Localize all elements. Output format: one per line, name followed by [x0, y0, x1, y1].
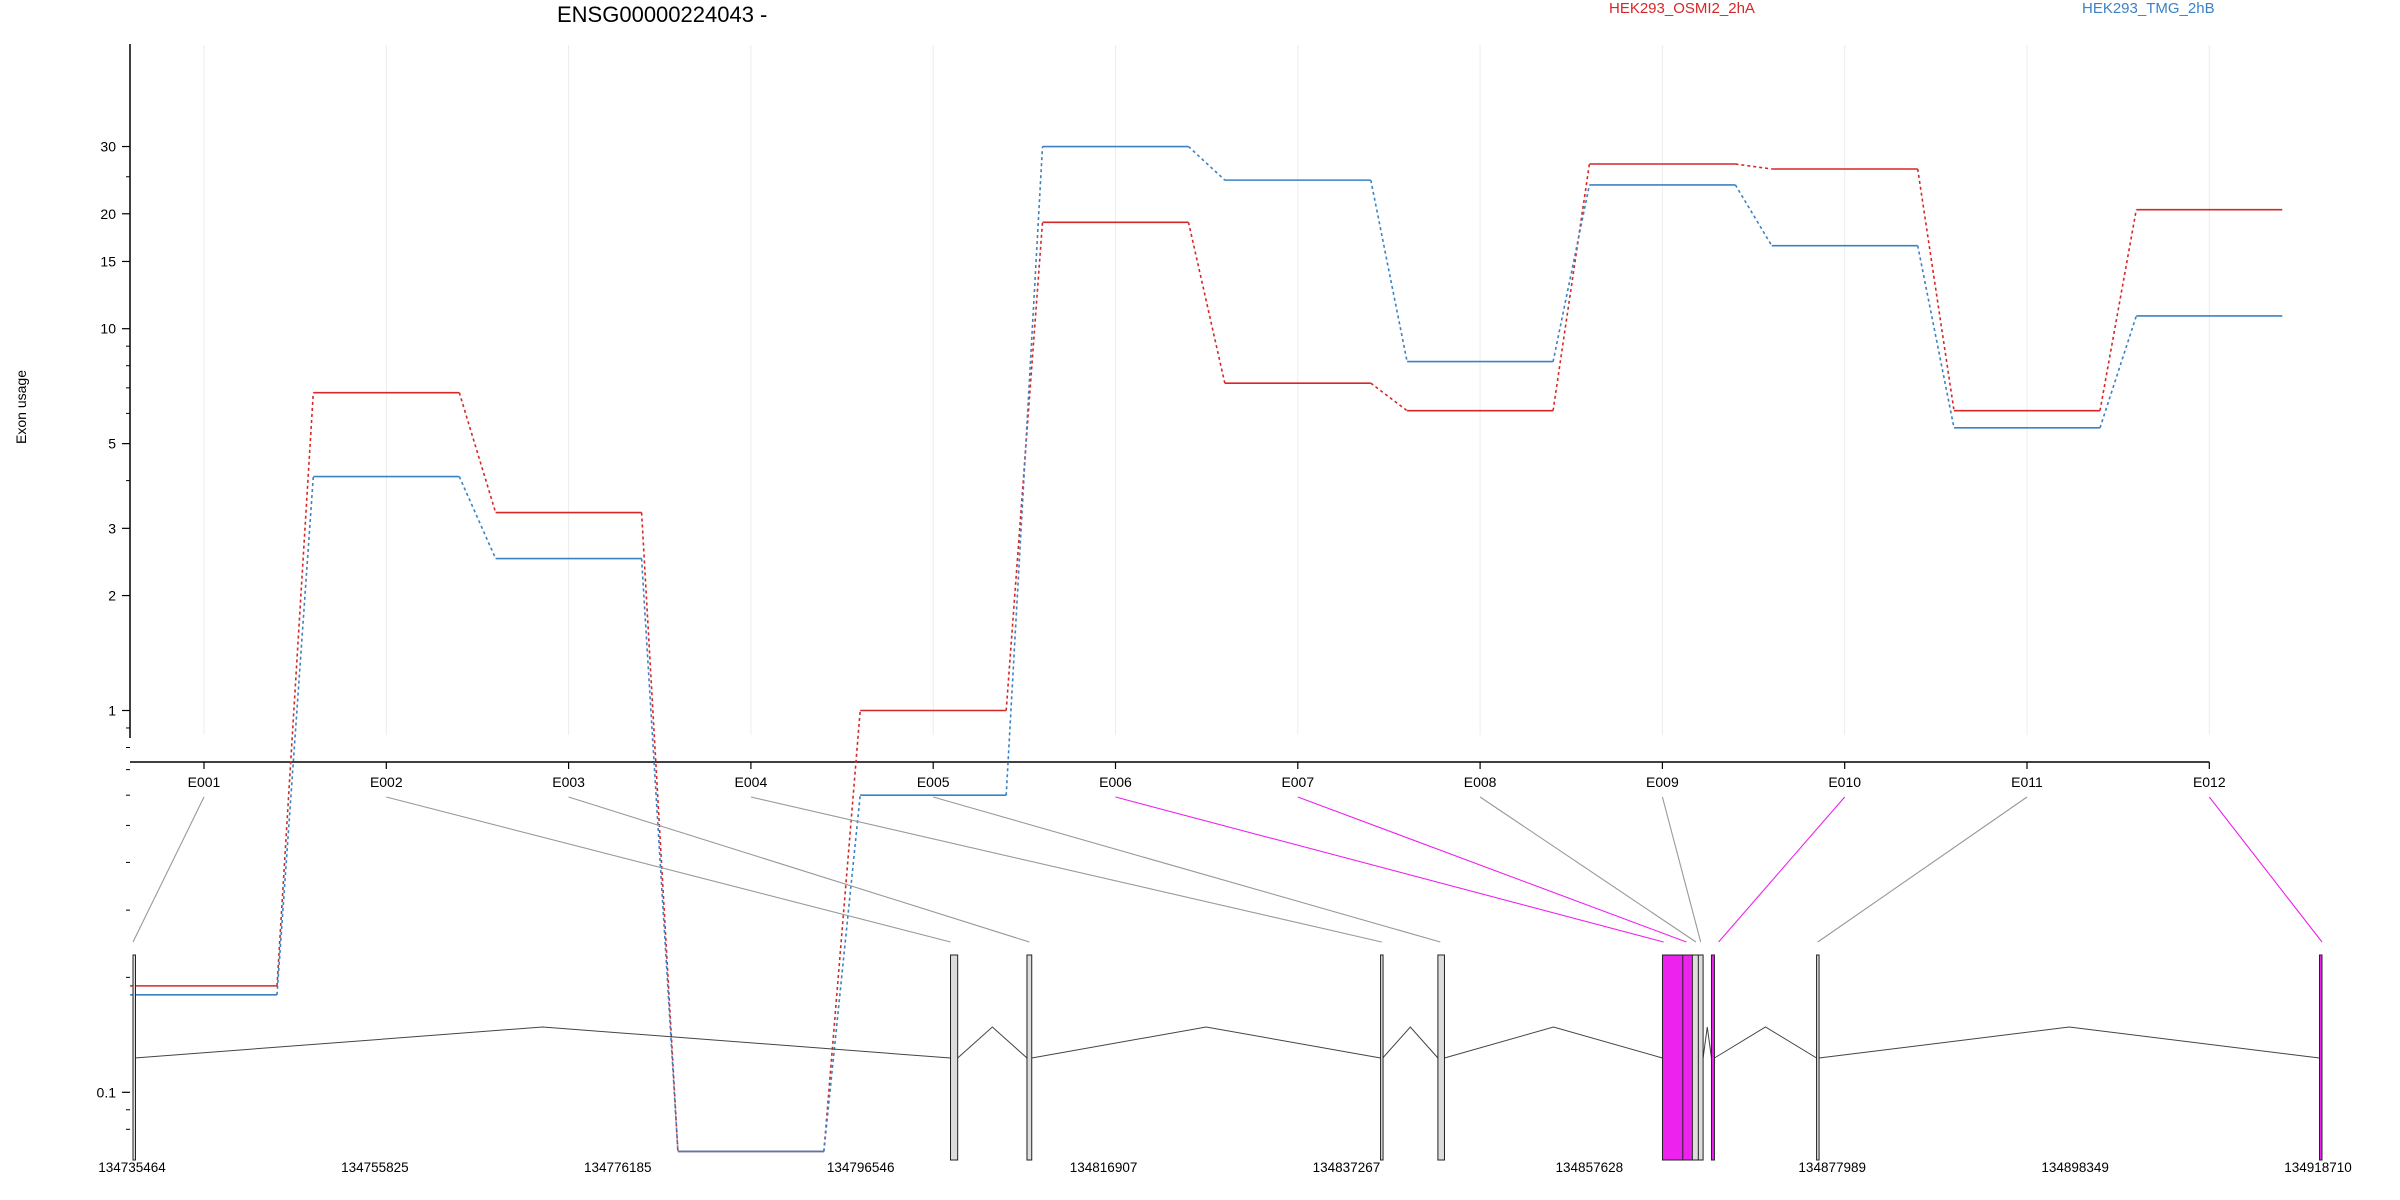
series-osmi2-transition [276, 392, 315, 986]
intron-e009-e010 [1702, 1026, 1712, 1059]
connector-e003 [568, 796, 1030, 943]
y-tick-label: 0.1 [97, 1084, 117, 1100]
chart-title: ENSG00000224043 - [557, 2, 767, 27]
coordinate-label: 134918710 [2284, 1160, 2352, 1175]
series-osmi2-transition [1370, 382, 1408, 412]
series-osmi2-transition [1552, 163, 1591, 411]
y-tick-label: 5 [108, 436, 116, 452]
series-tmg-transition [1187, 145, 1226, 181]
series-osmi2-transition [1187, 222, 1226, 384]
series-tmg-transition [458, 476, 497, 559]
intron-e001-e002 [134, 1026, 951, 1059]
series-lines [130, 145, 2283, 1153]
exon-e005 [1437, 954, 1445, 1161]
connector-e005 [933, 796, 1441, 943]
exon-e002 [950, 954, 959, 1161]
coordinate-label: 134877989 [1798, 1160, 1866, 1175]
series-tmg-transition [2099, 315, 2138, 429]
connector-e004 [750, 796, 1382, 943]
x-tick-label-e006: E006 [1099, 774, 1132, 790]
intron-e011-e012 [1818, 1026, 2320, 1059]
coordinate-label: 134755825 [341, 1160, 409, 1175]
series-tmg-transition [823, 795, 861, 1152]
exon-connector-lines [132, 796, 2323, 943]
x-tick-label-e008: E008 [1464, 774, 1497, 790]
connector-e008 [1479, 796, 1697, 943]
coordinate-label: 134735464 [98, 1160, 166, 1175]
intron-e002-e003 [957, 1026, 1028, 1059]
coordinate-label: 134837267 [1313, 1160, 1381, 1175]
connector-e012 [2208, 796, 2323, 943]
x-tick-label-e002: E002 [370, 774, 403, 790]
series-osmi2-transition [2099, 209, 2138, 411]
coordinate-label: 134898349 [2041, 1160, 2109, 1175]
exon-e012 [2318, 954, 2323, 1161]
exon-e009 [1697, 954, 1704, 1161]
intron-e004-e005 [1382, 1026, 1439, 1059]
y-axis-label: Exon usage [13, 370, 29, 444]
series-tmg-transition [1734, 184, 1773, 247]
connector-e011 [1817, 796, 2028, 943]
connector-e007 [1297, 796, 1687, 943]
y-tick-label: 3 [108, 520, 116, 536]
series-tmg-transition [640, 558, 679, 1152]
exon-e004 [1380, 954, 1384, 1161]
x-tick-label-e007: E007 [1281, 774, 1314, 790]
exon-e006 [1661, 954, 1685, 1161]
x-tick-label-e004: E004 [735, 774, 768, 790]
intron-e005-e006 [1444, 1026, 1663, 1059]
exon-e007 [1682, 954, 1694, 1161]
coordinate-label: 134776185 [584, 1160, 652, 1175]
coordinate-label: 134796546 [827, 1160, 895, 1175]
legend-series-osmi2: HEK293_OSMI2_2hA [1609, 0, 1755, 17]
gene-model [132, 954, 2323, 1161]
series-osmi2-transition [458, 392, 497, 513]
series-osmi2-transition [823, 710, 861, 1152]
y-tick-label: 2 [108, 588, 116, 604]
y-tick-label: 20 [100, 206, 116, 222]
series-osmi2-transition [1916, 168, 1955, 411]
series-tmg-transition [276, 476, 315, 995]
intron-e010-e011 [1714, 1026, 1817, 1059]
x-axis: E001 E002 E003 E004 E005 E006 E007 E008 E009 E010… [130, 761, 2226, 790]
connector-e001 [132, 796, 205, 943]
x-tick-label-e010: E010 [1828, 774, 1861, 790]
series-tmg-transition [1370, 179, 1408, 362]
y-tick-label: 10 [100, 321, 116, 337]
x-tick-label-e009: E009 [1646, 774, 1679, 790]
series-tmg-transition [1005, 146, 1044, 796]
exon-e010 [1710, 954, 1715, 1161]
series-osmi2-transition [1005, 222, 1044, 711]
vertical-gridlines [203, 45, 2210, 735]
series-osmi2-transition [640, 512, 679, 1152]
connector-e006 [1115, 796, 1664, 943]
series-tmg-transition [1916, 245, 1955, 428]
genomic-coordinate-labels: 134735464 134755825 134776185 134796546 1348… [98, 1160, 2352, 1175]
x-tick-label-e011: E011 [2011, 774, 2043, 790]
y-axis: 0.1 1 2 3 5 10 15 20 30 [97, 44, 131, 1130]
legend-series-tmg: HEK293_TMG_2hB [2082, 0, 2215, 17]
series-osmi2-transition [1735, 163, 1772, 170]
coordinate-label: 134816907 [1070, 1160, 1138, 1175]
y-tick-label: 15 [100, 253, 116, 269]
intron-e003-e004 [1031, 1026, 1381, 1059]
exon-e001 [132, 954, 136, 1161]
connector-e010 [1718, 796, 1846, 943]
y-tick-label: 30 [100, 139, 116, 155]
x-tick-label-e005: E005 [917, 774, 950, 790]
connector-e009 [1661, 796, 1702, 943]
x-tick-label-e003: E003 [552, 774, 585, 790]
coordinate-label: 134857628 [1556, 1160, 1624, 1175]
exon-e003 [1026, 954, 1033, 1161]
x-tick-label-e001: E001 [188, 774, 221, 790]
series-tmg-transition [1552, 184, 1591, 362]
exon-e011 [1816, 954, 1820, 1161]
x-tick-label-e012: E012 [2193, 774, 2226, 790]
y-tick-label: 1 [108, 703, 116, 719]
connector-e002 [386, 796, 951, 943]
